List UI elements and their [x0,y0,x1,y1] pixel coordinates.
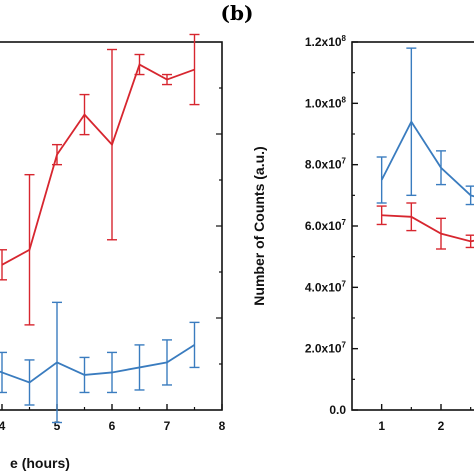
error-bar-red [406,202,417,232]
error-bar-blue [107,351,117,394]
error-bar-red [107,48,117,241]
error-bar-red [134,53,145,76]
error-bar-red [24,173,35,326]
plot-frame [0,41,223,411]
y-tick-label: 1.2x108 [305,34,347,49]
plot-frame [351,41,474,411]
right-chart: 1 2 0.0 2.0x107 4.0x107 6.0x107 8.0x107 1.0x108… [251,34,474,433]
left-chart: 4 5 6 7 8 e (hours) [0,33,226,471]
series-blue [0,301,200,424]
x-tick-label: 1 [378,419,385,433]
error-bar-red [376,205,387,226]
series-line-red [381,214,474,243]
panel-label: (b) [221,1,254,25]
error-bar-red [79,93,90,136]
y-tick-label: 1.0x108 [305,95,347,110]
x-axis-title: e (hours) [10,455,70,471]
series-red [376,202,474,250]
error-bar-blue [24,359,35,406]
error-bar-blue [189,321,200,369]
error-bar-red [52,143,62,166]
series-blue [376,47,474,206]
error-bar-blue [134,344,145,391]
error-bar-blue [0,351,7,394]
series-line-red [1,63,195,266]
error-bar-blue [376,156,387,204]
x-tick-label: 8 [219,419,226,433]
error-bar-red [436,217,446,250]
error-bar-red [189,33,200,106]
error-bar-blue [162,339,172,386]
x-tick-label: 7 [164,419,171,433]
error-bar-blue [436,150,446,186]
y-tick-label: 0.0 [329,403,346,417]
x-tick-label: 4 [0,419,6,433]
error-bar-blue [79,356,90,394]
x-tick-label: 6 [109,419,116,433]
error-bar-blue [406,47,417,197]
error-bar-red [0,249,7,281]
y-tick-label: 6.0x107 [305,218,347,233]
y-tick-label: 8.0x107 [305,157,347,172]
y-tick-label: 4.0x107 [305,279,347,294]
x-tick-label: 2 [438,419,445,433]
x-tick-label: 5 [54,419,61,433]
series-line-blue [380,119,474,198]
y-axis-title: Number of Counts (a.u.) [251,146,267,305]
error-bar-red [162,73,172,86]
error-bar-blue [52,301,62,424]
series-red [0,33,200,326]
y-tick-label: 2.0x107 [305,341,347,356]
